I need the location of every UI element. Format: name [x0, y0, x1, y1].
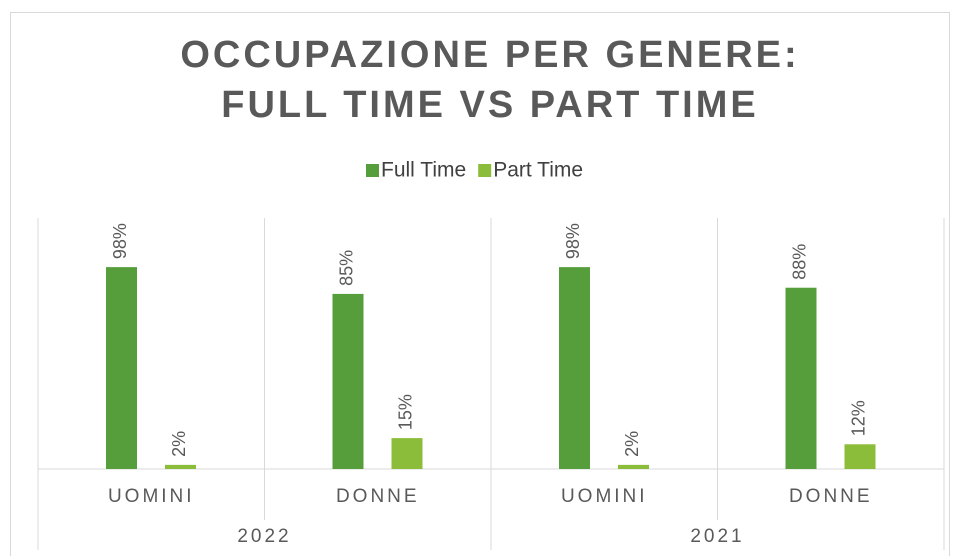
value-label: 88% — [790, 244, 810, 280]
bar — [559, 267, 590, 469]
value-label: 12% — [849, 400, 869, 436]
value-label: 15% — [396, 394, 416, 430]
chart-title: OCCUPAZIONE PER GENERE: — [180, 34, 799, 76]
legend-label: Full Time — [381, 159, 466, 182]
value-label: 2% — [169, 431, 189, 457]
bar — [844, 444, 876, 469]
bar — [332, 293, 364, 469]
bar — [618, 464, 649, 469]
group-label: 2021 — [690, 526, 744, 547]
bar — [391, 438, 423, 469]
x-tick-label: DONNE — [336, 486, 420, 507]
value-label: 98% — [110, 223, 130, 259]
value-label: 2% — [622, 431, 642, 457]
value-label: 85% — [337, 250, 357, 286]
bar — [785, 287, 817, 469]
x-tick-label: UOMINI — [108, 486, 195, 507]
chart-border — [10, 12, 950, 556]
legend-swatch — [366, 164, 379, 177]
chart-title: FULL TIME VS PART TIME — [221, 84, 758, 126]
group-label: 2022 — [237, 526, 291, 547]
x-tick-label: DONNE — [789, 486, 873, 507]
legend-label: Part Time — [493, 159, 583, 182]
x-tick-label: UOMINI — [561, 486, 648, 507]
legend-swatch — [478, 164, 492, 177]
value-label: 98% — [563, 223, 583, 259]
bar — [106, 267, 137, 469]
bar — [165, 464, 196, 469]
